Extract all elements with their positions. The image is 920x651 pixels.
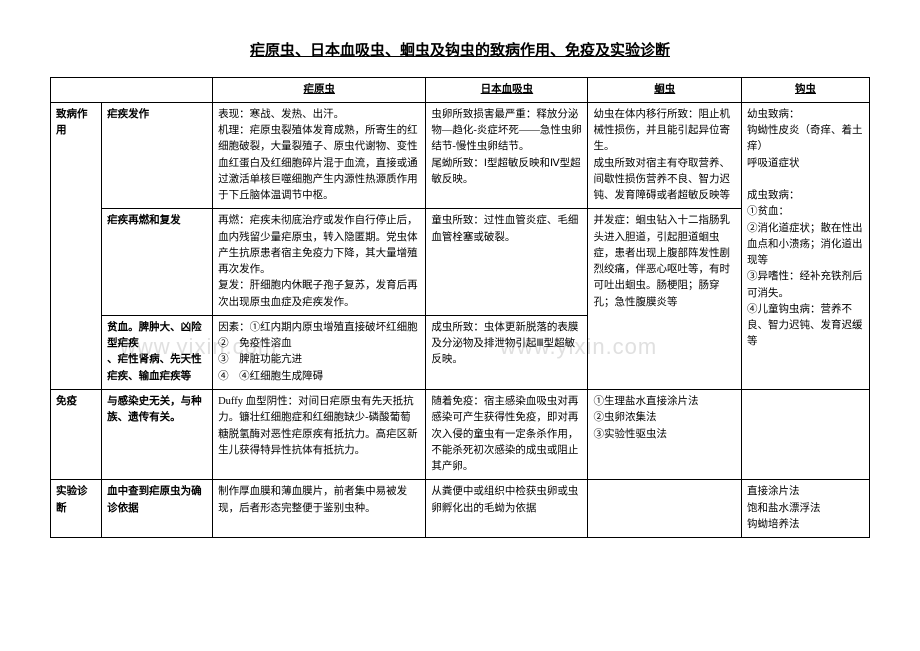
subcategory-cell: 贫血。脾肿大、凶险型疟疾、疟性肾病、先天性疟疾、输血疟疾等 <box>102 315 213 389</box>
table-row: 实验诊断 血中查到疟原虫为确诊依据 制作厚血膜和薄血膜片，前者集中易被发现，后者… <box>51 480 870 538</box>
category-cell: 实验诊断 <box>51 480 102 538</box>
page-title: 疟原虫、日本血吸虫、蛔虫及钩虫的致病作用、免疫及实验诊断 <box>50 40 870 63</box>
header-col1: 疟原虫 <box>213 77 426 102</box>
content-cell: 因素：①红内期内原虫增殖直接破坏红细胞② 免疫性溶血③ 脾脏功能亢进④ ④红细胞… <box>213 315 426 389</box>
table-header-row: 疟原虫 日本血吸虫 蛔虫 钩虫 <box>51 77 870 102</box>
header-col3: 蛔虫 <box>588 77 742 102</box>
content-cell: 再燃：疟疾未彻底治疗或发作自行停止后，血内残留少量疟原虫，转入隐匿期。党虫体产生… <box>213 209 426 316</box>
content-cell: 虫卵所致损害最严重：释放分泌物—趋化-炎症坏死——急性虫卵结节-慢性虫卵结节。尾… <box>426 102 588 209</box>
content-cell: 制作厚血膜和薄血膜片，前者集中易被发现，后者形态完整便于鉴别虫种。 <box>213 480 426 538</box>
content-cell: 表现：寒战、发热、出汗。机理：疟原虫裂殖体发育成熟，所寄生的红细胞破裂，大量裂殖… <box>213 102 426 209</box>
content-cell: 直接涂片法饱和盐水漂浮法钩蚴培养法 <box>742 480 870 538</box>
content-cell: 童虫所致：过性血管炎症、毛细血管栓塞或破裂。 <box>426 209 588 316</box>
content-cell: 幼虫致病：钩蚴性皮炎（奇痒、着土痒）呼吸道症状成虫致病：①贫血：②消化道症状；散… <box>742 102 870 389</box>
content-cell: 从粪便中或组织中检获虫卵或虫卵孵化出的毛蚴为依据 <box>426 480 588 538</box>
header-col2: 日本血吸虫 <box>426 77 588 102</box>
header-blank2 <box>102 77 213 102</box>
comparison-table: 疟原虫 日本血吸虫 蛔虫 钩虫 致病作用 疟疾发作 表现：寒战、发热、出汗。机理… <box>50 77 870 539</box>
content-cell: 并发症：蛔虫钻入十二指肠乳头进入胆道，引起胆道蛔虫症，患者出现上腹部阵发性剧烈绞… <box>588 209 742 390</box>
category-cell: 免疫 <box>51 390 102 480</box>
table-row: 致病作用 疟疾发作 表现：寒战、发热、出汗。机理：疟原虫裂殖体发育成熟，所寄生的… <box>51 102 870 209</box>
content-cell: Duffy 血型阴性：对间日疟原虫有先天抵抗力。镰壮红细胞症和红细胞缺少-磷酸葡… <box>213 390 426 480</box>
content-cell <box>588 480 742 538</box>
category-cell: 致病作用 <box>51 102 102 389</box>
content-cell: ①生理盐水直接涂片法②虫卵浓集法③实验性驱虫法 <box>588 390 742 480</box>
content-cell: 幼虫在体内移行所致：阻止机械性损伤，并且能引起异位寄生。成虫所致对宿主有夺取营养… <box>588 102 742 209</box>
table-row: 免疫 与感染史无关，与种族、遗传有关。 Duffy 血型阴性：对间日疟原虫有先天… <box>51 390 870 480</box>
content-cell: 随着免疫：宿主感染血吸虫对再感染可产生获得性免疫，即对再次入侵的童虫有一定条杀作… <box>426 390 588 480</box>
subcategory-cell: 疟疾再燃和复发 <box>102 209 213 316</box>
content-cell: 成虫所致：虫体更新脱落的表膜及分泌物及排泄物引起Ⅲ型超敏反映。 <box>426 315 588 389</box>
subcategory-cell: 血中查到疟原虫为确诊依据 <box>102 480 213 538</box>
header-col4: 钩虫 <box>742 77 870 102</box>
subcategory-cell: 疟疾发作 <box>102 102 213 209</box>
subcategory-cell: 与感染史无关，与种族、遗传有关。 <box>102 390 213 480</box>
content-cell <box>742 390 870 480</box>
header-blank <box>51 77 102 102</box>
